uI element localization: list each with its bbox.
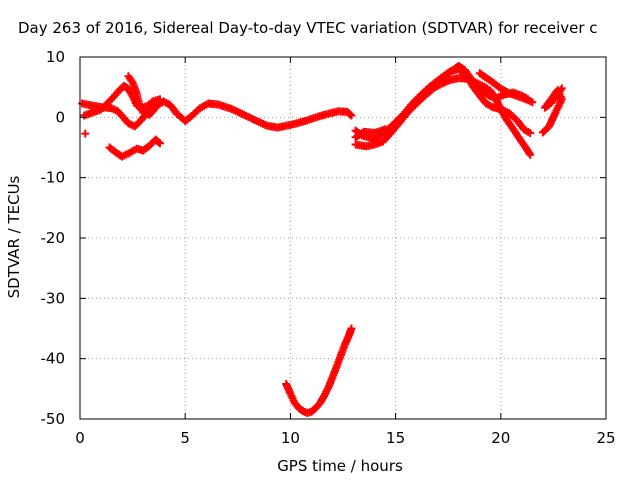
data-point	[381, 125, 390, 134]
data-points	[78, 62, 566, 417]
data-point	[557, 84, 566, 93]
data-point	[525, 149, 534, 158]
y-tick-label: 0	[55, 108, 65, 126]
y-tick-label: -30	[41, 289, 66, 307]
x-tick-label: 0	[75, 429, 85, 447]
x-tick-label: 10	[281, 429, 300, 447]
x-tick-labels: 0 5 10 15 20 25	[75, 429, 615, 447]
x-tick-label: 15	[386, 429, 405, 447]
y-tick-label: -40	[41, 350, 66, 368]
data-point	[526, 150, 535, 159]
data-point	[347, 324, 356, 333]
y-tick-label: -50	[41, 410, 66, 428]
x-tick-label: 25	[596, 429, 615, 447]
chart-title: Day 263 of 2016, Sidereal Day-to-day VTE…	[18, 19, 598, 37]
data-point	[155, 139, 164, 148]
y-tick-label: -10	[41, 169, 66, 187]
data-point	[154, 138, 163, 147]
y-tick-label: -20	[41, 229, 66, 247]
y-axis-label: SDTVAR / TECUs	[5, 175, 23, 298]
data-point	[526, 129, 535, 138]
data-point	[151, 103, 160, 112]
y-tick-label: 10	[46, 48, 65, 66]
y-tick-labels: 10 0 -10 -20 -30 -40 -50	[41, 48, 66, 428]
x-axis-label: GPS time / hours	[277, 457, 403, 475]
x-tick-label: 5	[180, 429, 190, 447]
data-point	[81, 129, 90, 138]
data-point	[528, 98, 537, 107]
data-point	[347, 111, 356, 120]
data-point	[155, 95, 164, 104]
data-point	[346, 110, 355, 119]
axis-ticks	[79, 56, 607, 420]
x-tick-label: 20	[491, 429, 510, 447]
